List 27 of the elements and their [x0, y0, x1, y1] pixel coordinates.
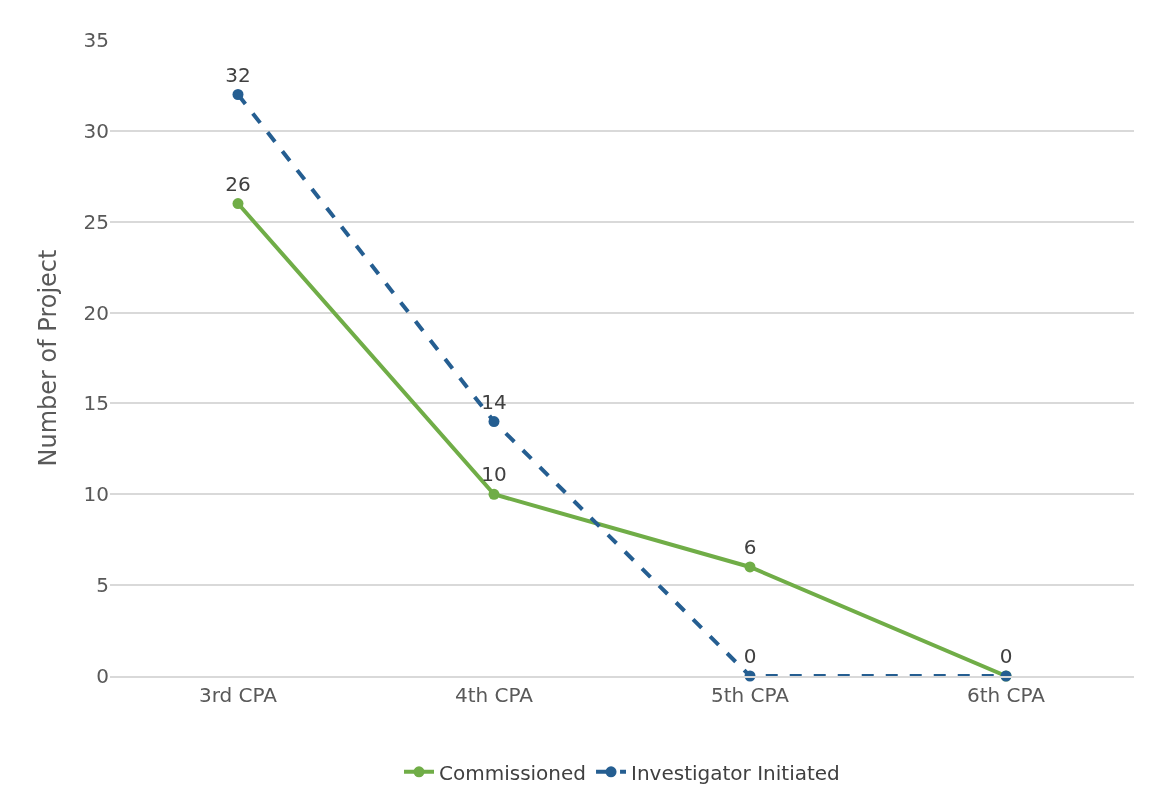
point	[488, 416, 500, 428]
x-tick-label: 5th CPA	[710, 683, 790, 707]
x-tick-label: 4th CPA	[454, 683, 534, 707]
legend-label: Commissioned	[439, 760, 587, 785]
point	[232, 198, 244, 210]
data-label: 0	[743, 644, 757, 669]
y-tick-label: 35	[83, 28, 109, 52]
legend-label: Investigator Initiated	[631, 760, 840, 785]
data-label: 6	[743, 535, 757, 560]
y-tick-label: 5	[96, 573, 109, 598]
y-tick-label: 30	[83, 118, 109, 143]
x-tick-label: 3rd CPA	[198, 683, 278, 707]
y-tick-label: 0	[96, 664, 109, 688]
point	[488, 488, 500, 500]
x-tick-label: 6th CPA	[966, 683, 1046, 707]
data-label: 0	[999, 644, 1013, 669]
point	[744, 561, 756, 573]
data-label: 26	[225, 171, 251, 196]
data-label: 14	[481, 389, 507, 414]
data-label: 32	[225, 62, 251, 87]
y-tick-label: 25	[83, 209, 109, 234]
y-tick-label: 20	[83, 300, 109, 325]
y-axis-title: Number of Project	[33, 249, 62, 467]
point	[232, 89, 244, 101]
y-tick-label: 15	[83, 391, 109, 416]
y-tick-label: 10	[83, 482, 109, 507]
data-label: 10	[481, 462, 507, 487]
